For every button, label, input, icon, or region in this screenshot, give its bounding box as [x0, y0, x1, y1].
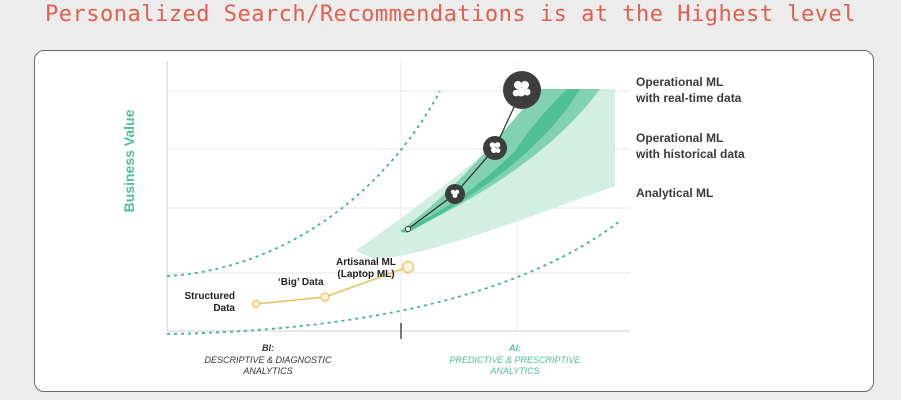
- label-artisanal-line1: Artisanal ML: [336, 257, 396, 268]
- ai-title: AI:: [508, 343, 521, 353]
- bi-line1: DESCRIPTIVE & DIAGNOSTIC: [204, 355, 332, 365]
- hops-icon: [445, 184, 465, 204]
- label-structured-line1: Structured: [184, 291, 235, 302]
- maturity-diagram-card: Business Value Operational ML with real-…: [34, 50, 874, 392]
- label-big-data: ‘Big’ Data: [278, 277, 324, 288]
- hops-icon: [483, 136, 507, 160]
- point-artisanal-ml: [401, 260, 415, 274]
- label-structured-line2: Data: [213, 303, 235, 314]
- point-big-data: [320, 292, 330, 302]
- level-realtime-line1: Operational ML: [636, 75, 723, 89]
- dark-ml-band: [401, 89, 580, 233]
- bi-line2: ANALYTICS: [242, 366, 292, 376]
- maturity-diagram: Business Value Operational ML with real-…: [121, 61, 745, 376]
- ml-progression-line: [407, 89, 523, 230]
- point-structured-data: [251, 299, 261, 309]
- point-ml-start: [405, 226, 411, 232]
- y-axis-label: Business Value: [121, 109, 137, 212]
- bi-title: BI:: [262, 343, 274, 353]
- level-historical-line2: with historical data: [635, 147, 745, 161]
- level-realtime-line2: with real-time data: [635, 91, 742, 105]
- label-artisanal-line2: (Laptop ML): [337, 269, 394, 280]
- level-historical-line1: Operational ML: [636, 131, 723, 145]
- page-title: Personalized Search/Recommendations is a…: [45, 2, 856, 27]
- ai-line2: ANALYTICS: [489, 366, 539, 376]
- hops-icon: [503, 71, 541, 109]
- level-analytical: Analytical ML: [636, 186, 713, 200]
- ai-line1: PREDICTIVE & PRESCRIPTIVE: [449, 355, 581, 365]
- lower-boundary-curve: [166, 220, 621, 335]
